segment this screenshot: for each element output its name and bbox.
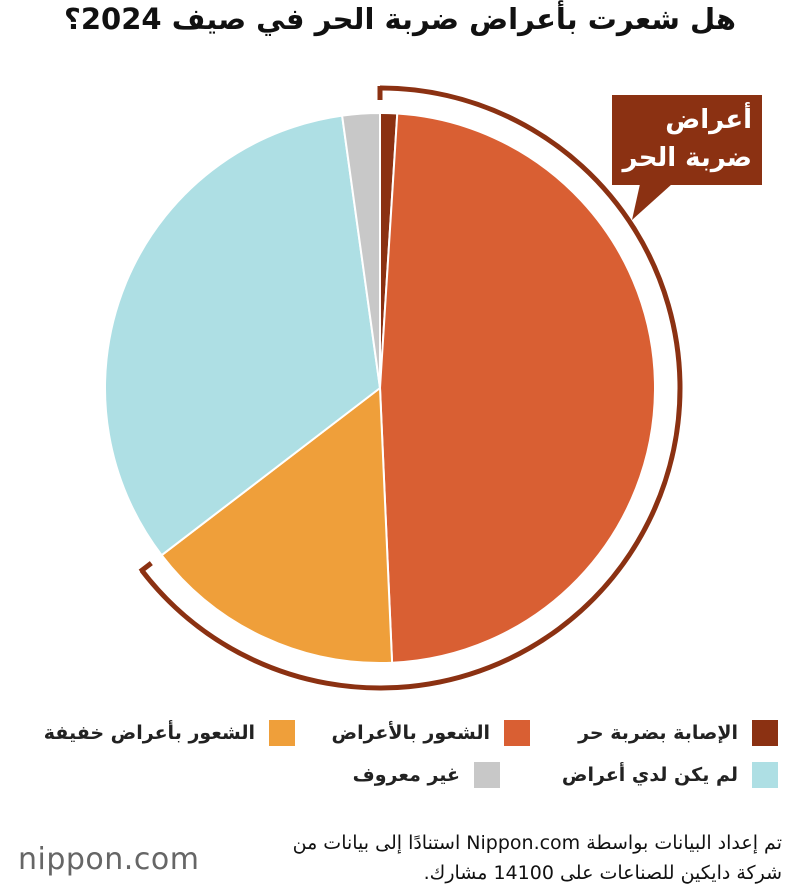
legend-label: الإصابة بضربة حر xyxy=(578,722,738,744)
legend-swatch xyxy=(474,762,500,788)
pie-slice xyxy=(104,114,382,557)
legend-label: غير معروف xyxy=(352,764,460,786)
legend-swatch xyxy=(752,720,778,746)
legend-label: الشعور بأعراض خفيفة xyxy=(43,722,255,744)
legend-item: الشعور بالأعراض xyxy=(332,720,530,746)
legend-item: لم يكن لدي أعراض xyxy=(562,762,778,788)
legend-item: غير معروف xyxy=(353,762,500,788)
source-note: تم إعداد البيانات بواسطة Nippon.com استن… xyxy=(292,832,782,884)
pie-slice xyxy=(160,386,394,664)
group-bracket xyxy=(139,85,683,691)
legend-swatch xyxy=(752,762,778,788)
legend-item: الإصابة بضربة حر xyxy=(578,720,778,746)
bracket-end xyxy=(138,561,153,574)
logo: nippon.com xyxy=(18,842,200,877)
legend-label: الشعور بالأعراض xyxy=(331,722,490,744)
chart-title: هل شعرت بأعراض ضربة الحر في صيف 2024؟ xyxy=(64,2,736,36)
legend-label: لم يكن لدي أعراض xyxy=(561,764,738,786)
pie-slice xyxy=(340,111,381,389)
callout-pointer xyxy=(632,184,672,220)
legend-swatch xyxy=(269,720,295,746)
annotation: أعراض ضربة الحر xyxy=(612,95,762,185)
legend-swatch xyxy=(504,720,530,746)
pie-slice xyxy=(378,112,656,664)
legend-item: الشعور بأعراض خفيفة xyxy=(44,720,295,746)
